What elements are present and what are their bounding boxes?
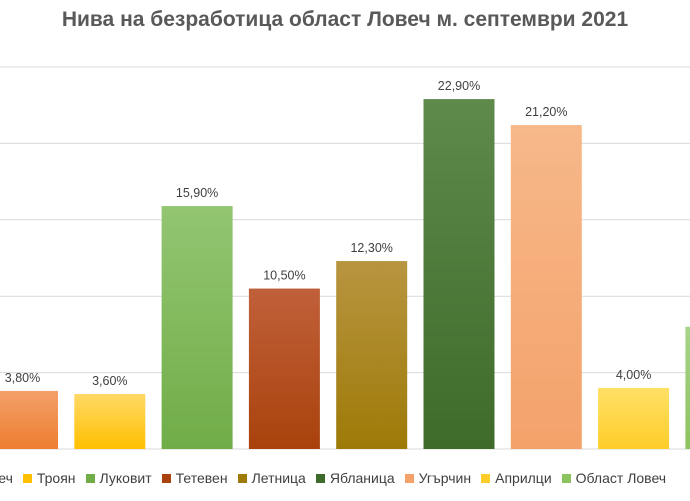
data-label-5: 12,30%	[350, 241, 392, 255]
legend-swatch	[315, 473, 325, 483]
legend-item-9: Област Ловеч	[561, 470, 667, 486]
data-label-3: 15,90%	[176, 186, 218, 200]
legend-item-4: Тетевен	[161, 470, 228, 486]
legend: Ловеч Троян Луковит Тетевен Летница Ябланица У…	[0, 470, 690, 494]
legend-item-6: Ябланица	[315, 470, 395, 486]
bar-3	[161, 206, 233, 449]
legend-swatch	[22, 473, 32, 483]
legend-label: Тетевен	[175, 470, 228, 486]
legend-swatch	[404, 473, 414, 483]
legend-label: Област Ловеч	[575, 470, 667, 486]
bar-2	[74, 393, 146, 449]
legend-item-2: Троян	[22, 470, 76, 486]
bar-1	[0, 390, 58, 449]
legend-label: Ловеч	[0, 470, 13, 486]
data-labels: 3,80% 3,60% 15,90% 10,50% 12,30% 22,90% 21,20%…	[5, 79, 652, 388]
chart-title: Нива на безработица област Ловеч м. септ…	[61, 8, 629, 31]
bar-7	[510, 125, 582, 450]
legend-swatch	[561, 473, 571, 483]
legend-swatch	[161, 473, 171, 483]
data-label-6: 22,90%	[438, 79, 480, 93]
legend-label: Летница	[251, 470, 306, 486]
data-label-4: 10,50%	[263, 269, 305, 283]
legend-item-3: Луковит	[85, 470, 152, 486]
bar-5	[336, 261, 408, 449]
data-label-1: 3,80%	[5, 371, 40, 385]
legend-item-7: Угърчин	[404, 470, 472, 486]
bar-8	[598, 387, 670, 449]
bar-6	[423, 99, 495, 449]
data-label-8: 4,00%	[616, 368, 651, 382]
legend-item-8: Априлци	[481, 470, 552, 486]
bar-chart: 3,80% 3,60% 15,90% 10,50% 12,30% 22,90% 21,20%…	[0, 66, 690, 450]
bar-4	[248, 288, 320, 449]
data-label-2: 3,60%	[92, 374, 127, 388]
legend-item-1: Ловеч	[0, 470, 13, 486]
bar-9	[685, 326, 690, 449]
legend-label: Угърчин	[418, 470, 472, 486]
legend-label: Ябланица	[329, 470, 395, 486]
bars	[0, 99, 690, 450]
legend-swatch	[481, 473, 491, 483]
legend-label: Троян	[36, 470, 76, 486]
data-label-7: 21,20%	[525, 105, 567, 119]
legend-swatch	[237, 473, 247, 483]
legend-label: Луковит	[99, 470, 152, 486]
legend-item-5: Летница	[237, 470, 306, 486]
legend-swatch	[85, 473, 95, 483]
legend-label: Априлци	[495, 470, 552, 486]
